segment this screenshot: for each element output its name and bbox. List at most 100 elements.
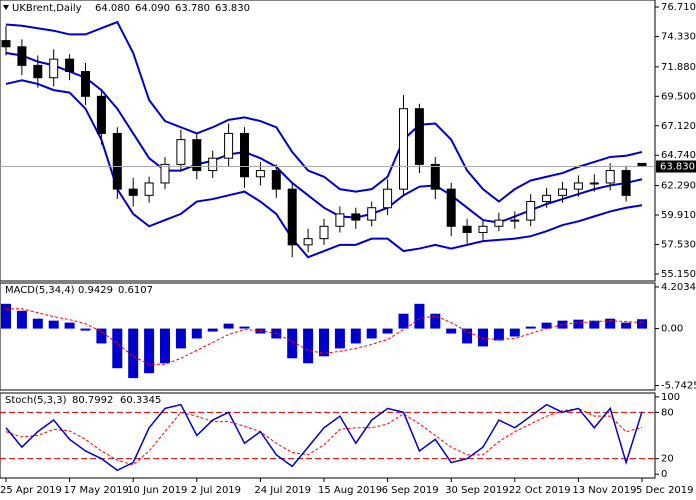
x-tick-label: 30 Sep 2019	[445, 485, 508, 496]
last-price-label: 63.830	[660, 161, 695, 172]
macd-bar	[398, 313, 409, 329]
macd-bar	[207, 328, 218, 332]
macd-bar	[191, 328, 202, 339]
y-tick-label: 0.00	[661, 324, 683, 335]
macd-bar	[493, 328, 504, 341]
macd-bar	[541, 322, 552, 329]
macd-bar	[287, 328, 298, 359]
candle-body	[446, 188, 456, 227]
candle-body	[430, 163, 440, 190]
macd-bar	[462, 328, 473, 344]
candle-body	[573, 182, 583, 190]
macd-bar	[414, 303, 425, 329]
stoch-d-value: 60.3345	[120, 395, 161, 406]
candle-body	[542, 194, 552, 203]
candle-body	[271, 170, 281, 190]
candle-body	[128, 188, 138, 196]
macd-title: MACD(5,34,4)	[5, 285, 75, 296]
candle-body	[605, 170, 615, 184]
x-tick-label: 24 Jul 2019	[254, 485, 311, 496]
candle-body	[494, 219, 504, 227]
macd-bar	[144, 328, 155, 374]
macd-bar	[334, 328, 345, 349]
x-tick-label: 5 Dec 2019	[636, 485, 694, 496]
macd-bar	[509, 328, 520, 337]
macd-bar	[160, 328, 170, 364]
x-tick-label: 17 May 2019	[64, 485, 129, 496]
y-tick-label: 80	[661, 407, 674, 418]
macd-bar	[637, 319, 647, 329]
band-line	[5, 79, 643, 259]
x-tick-label: 2 Jul 2019	[191, 485, 241, 496]
macd-bar	[16, 310, 27, 329]
stoch-title: Stoch(5,3,3)	[5, 395, 67, 406]
y-tick-label: 100	[661, 392, 680, 403]
macd-bar	[366, 328, 377, 339]
candle-body	[17, 46, 27, 66]
x-tick-label: 22 Oct 2019	[509, 485, 571, 496]
macd-value: 0.9429	[78, 285, 113, 296]
candle-body	[192, 139, 202, 172]
y-tick-label: 76.710	[661, 2, 696, 13]
macd-bar	[446, 328, 457, 334]
candle-body	[224, 132, 234, 159]
macd-bar	[175, 328, 186, 349]
macd-bar	[128, 328, 139, 379]
candle-body	[510, 219, 520, 222]
y-tick-label: -5.7425	[661, 380, 696, 391]
x-tick-label: 10 Jun 2019	[127, 485, 187, 496]
y-tick-label: 55.150	[661, 269, 696, 280]
x-tick-label: 25 Apr 2019	[0, 485, 62, 496]
candle-body	[240, 132, 249, 178]
macd-bar	[382, 328, 393, 334]
header-value: 63.780	[175, 3, 210, 14]
candle-body	[478, 225, 488, 233]
candle-body	[383, 188, 393, 209]
signal-line	[6, 308, 643, 365]
candle-body	[112, 132, 122, 190]
x-tick-label: 15 Aug 2019	[318, 485, 382, 496]
y-tick-label: 59.910	[661, 210, 696, 221]
y-tick-label: 64.740	[661, 150, 696, 161]
menu-triangle	[3, 5, 9, 10]
candle-body	[462, 225, 472, 233]
last-price-box	[656, 160, 696, 173]
macd-bar	[319, 328, 329, 357]
macd-bar	[573, 319, 584, 329]
candle-body	[1, 40, 11, 48]
candle-body	[589, 182, 599, 185]
macd-bar	[589, 320, 600, 329]
macd-bar	[80, 328, 91, 331]
candle-body	[399, 108, 408, 190]
candle-body	[303, 238, 313, 246]
stoch-d-line	[5, 407, 643, 466]
candle-body	[526, 201, 536, 221]
candle-body	[558, 188, 567, 196]
signal-value: 0.6107	[118, 285, 153, 296]
stoch-k-line	[5, 403, 643, 472]
candle-body	[144, 182, 154, 196]
x-tick-label: 13 Nov 2019	[572, 485, 636, 496]
candle-body	[621, 170, 631, 196]
macd-bar	[303, 328, 314, 364]
macd-bar	[525, 326, 536, 329]
y-tick-label: 4.2034	[661, 282, 696, 293]
candle-body	[65, 58, 75, 73]
y-tick-label: 57.530	[661, 239, 696, 250]
x-tick-label: 6 Sep 2019	[382, 485, 439, 496]
macd-bar	[239, 326, 250, 329]
y-tick-label: 20	[661, 454, 674, 465]
macd-bar	[112, 328, 123, 369]
candle-body	[367, 207, 377, 221]
macd-bar	[64, 322, 75, 329]
candle-body	[208, 157, 218, 172]
candle-body	[287, 188, 297, 246]
y-tick-label: 67.120	[661, 121, 696, 132]
y-tick-label: 69.500	[661, 91, 696, 102]
header-value: 64.090	[135, 3, 170, 14]
macd-bar	[557, 320, 568, 329]
macd-bar	[32, 318, 43, 329]
chart-title: UKBrent,Daily	[12, 3, 82, 14]
band-line	[5, 51, 643, 224]
header-value: 64.080	[95, 3, 130, 14]
